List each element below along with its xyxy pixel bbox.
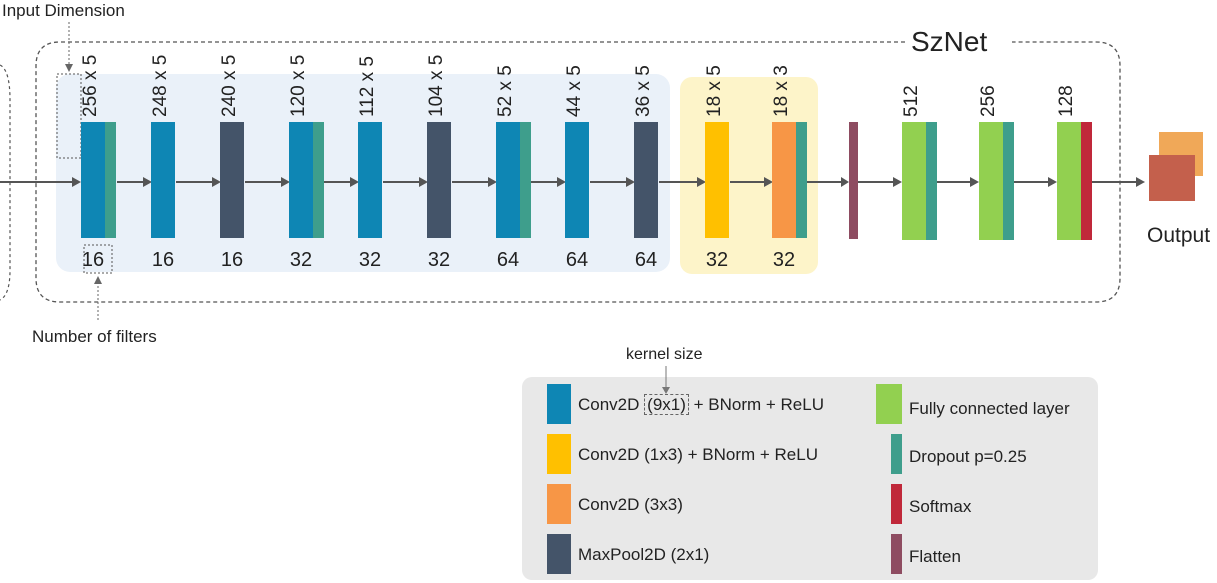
layer-block-conv-9x1 <box>81 122 105 238</box>
legend-label-dropout: Dropout p=0.25 <box>909 447 1027 466</box>
dropout-strip <box>926 122 937 240</box>
fully-connected-block <box>979 122 1003 240</box>
layer-block-conv-1x3 <box>705 122 729 238</box>
layer-block-conv-9x1 <box>565 122 589 238</box>
legend-swatch-conv-3x3 <box>547 484 571 524</box>
layer-filter-count: 64 <box>565 249 589 271</box>
layer-dimension-label: 18 x 5 <box>704 65 725 117</box>
number-of-filters-annotation: Number of filters <box>32 327 157 346</box>
layer-filter-count: 64 <box>634 249 658 271</box>
filters-highlight <box>83 244 113 274</box>
legend-label-flatten: Flatten <box>909 547 961 566</box>
legend-conv-9x1-kernel: (9x1) <box>644 394 689 415</box>
legend-label-conv-9x1: Conv2D (9x1) + BNorm + ReLU <box>578 394 824 415</box>
softmax-strip <box>1081 122 1092 240</box>
layer-dimension-label: 52 x 5 <box>495 65 516 117</box>
legend-label-conv-3x3: Conv2D (3x3) <box>578 495 683 514</box>
fc-units-label: 128 <box>1056 85 1077 117</box>
layer-dimension-label: 104 x 5 <box>426 54 447 117</box>
layer-block-conv-3x3 <box>772 122 796 238</box>
layer-filter-count: 16 <box>151 249 175 271</box>
legend-label-maxpool: MaxPool2D (2x1) <box>578 545 710 564</box>
dropout-strip <box>1003 122 1014 240</box>
sznet-title: SzNet <box>905 28 994 56</box>
layer-dimension-label: 36 x 5 <box>633 65 654 117</box>
input-dimension-annotation: Input Dimension <box>2 1 125 20</box>
layer-dimension-label: 248 x 5 <box>150 54 171 117</box>
legend-swatch-fully-connected <box>876 384 902 424</box>
layer-block-maxpool <box>427 122 451 238</box>
layer-filter-count: 32 <box>358 249 382 271</box>
fc-units-label: 256 <box>978 85 999 117</box>
output-label: Output <box>1147 224 1211 247</box>
layer-dimension-label: 44 x 5 <box>564 65 585 117</box>
sznet-frame <box>35 41 1121 303</box>
layer-filter-count: 16 <box>81 249 105 271</box>
fully-connected-block <box>902 122 926 240</box>
kernel-size-annotation: kernel size <box>626 346 703 363</box>
layer-filter-count: 32 <box>427 249 451 271</box>
layer-dimension-label: 256 x 5 <box>80 54 101 117</box>
flatten-block <box>849 122 858 239</box>
layer-block-conv-9x1 <box>289 122 313 238</box>
legend-background <box>522 377 1098 580</box>
output-block-front <box>1149 155 1195 201</box>
dropout-strip <box>313 122 324 238</box>
legend-conv-9x1-prefix: Conv2D <box>578 395 640 414</box>
legend-swatch-conv-9x1 <box>547 384 571 424</box>
layer-dimension-label: 112 x 5 <box>357 56 378 117</box>
layer-block-conv-9x1 <box>151 122 175 238</box>
legend-swatch-flatten <box>891 534 902 574</box>
layer-dimension-label: 18 x 3 <box>771 65 792 117</box>
legend-label-conv-1x3: Conv2D (1x3) + BNorm + ReLU <box>578 445 818 464</box>
dropout-strip <box>796 122 807 238</box>
layer-filter-count: 32 <box>772 249 796 271</box>
input-frame-fragment <box>0 64 11 301</box>
layer-block-maxpool <box>220 122 244 238</box>
layer-filter-count: 32 <box>705 249 729 271</box>
legend-conv-9x1-suffix: + BNorm + ReLU <box>688 395 824 414</box>
dropout-strip <box>105 122 116 238</box>
legend-swatch-maxpool <box>547 534 571 574</box>
fc-units-label: 512 <box>901 85 922 117</box>
legend-swatch-conv-1x3 <box>547 434 571 474</box>
layer-dimension-label: 120 x 5 <box>288 54 309 117</box>
legend-swatch-softmax <box>891 484 902 524</box>
legend-swatch-dropout <box>891 434 902 474</box>
layer-filter-count: 64 <box>496 249 520 271</box>
layer-block-conv-9x1 <box>496 122 520 238</box>
legend-label-fully-connected: Fully connected layer <box>909 399 1070 418</box>
layer-block-maxpool <box>634 122 658 238</box>
legend-label-softmax: Softmax <box>909 497 972 516</box>
layer-filter-count: 32 <box>289 249 313 271</box>
layer-filter-count: 16 <box>220 249 244 271</box>
input-dimension-highlight <box>56 73 82 159</box>
layer-dimension-label: 240 x 5 <box>219 54 240 117</box>
layer-block-conv-9x1 <box>358 122 382 238</box>
fully-connected-block <box>1057 122 1081 240</box>
dropout-strip <box>520 122 531 238</box>
